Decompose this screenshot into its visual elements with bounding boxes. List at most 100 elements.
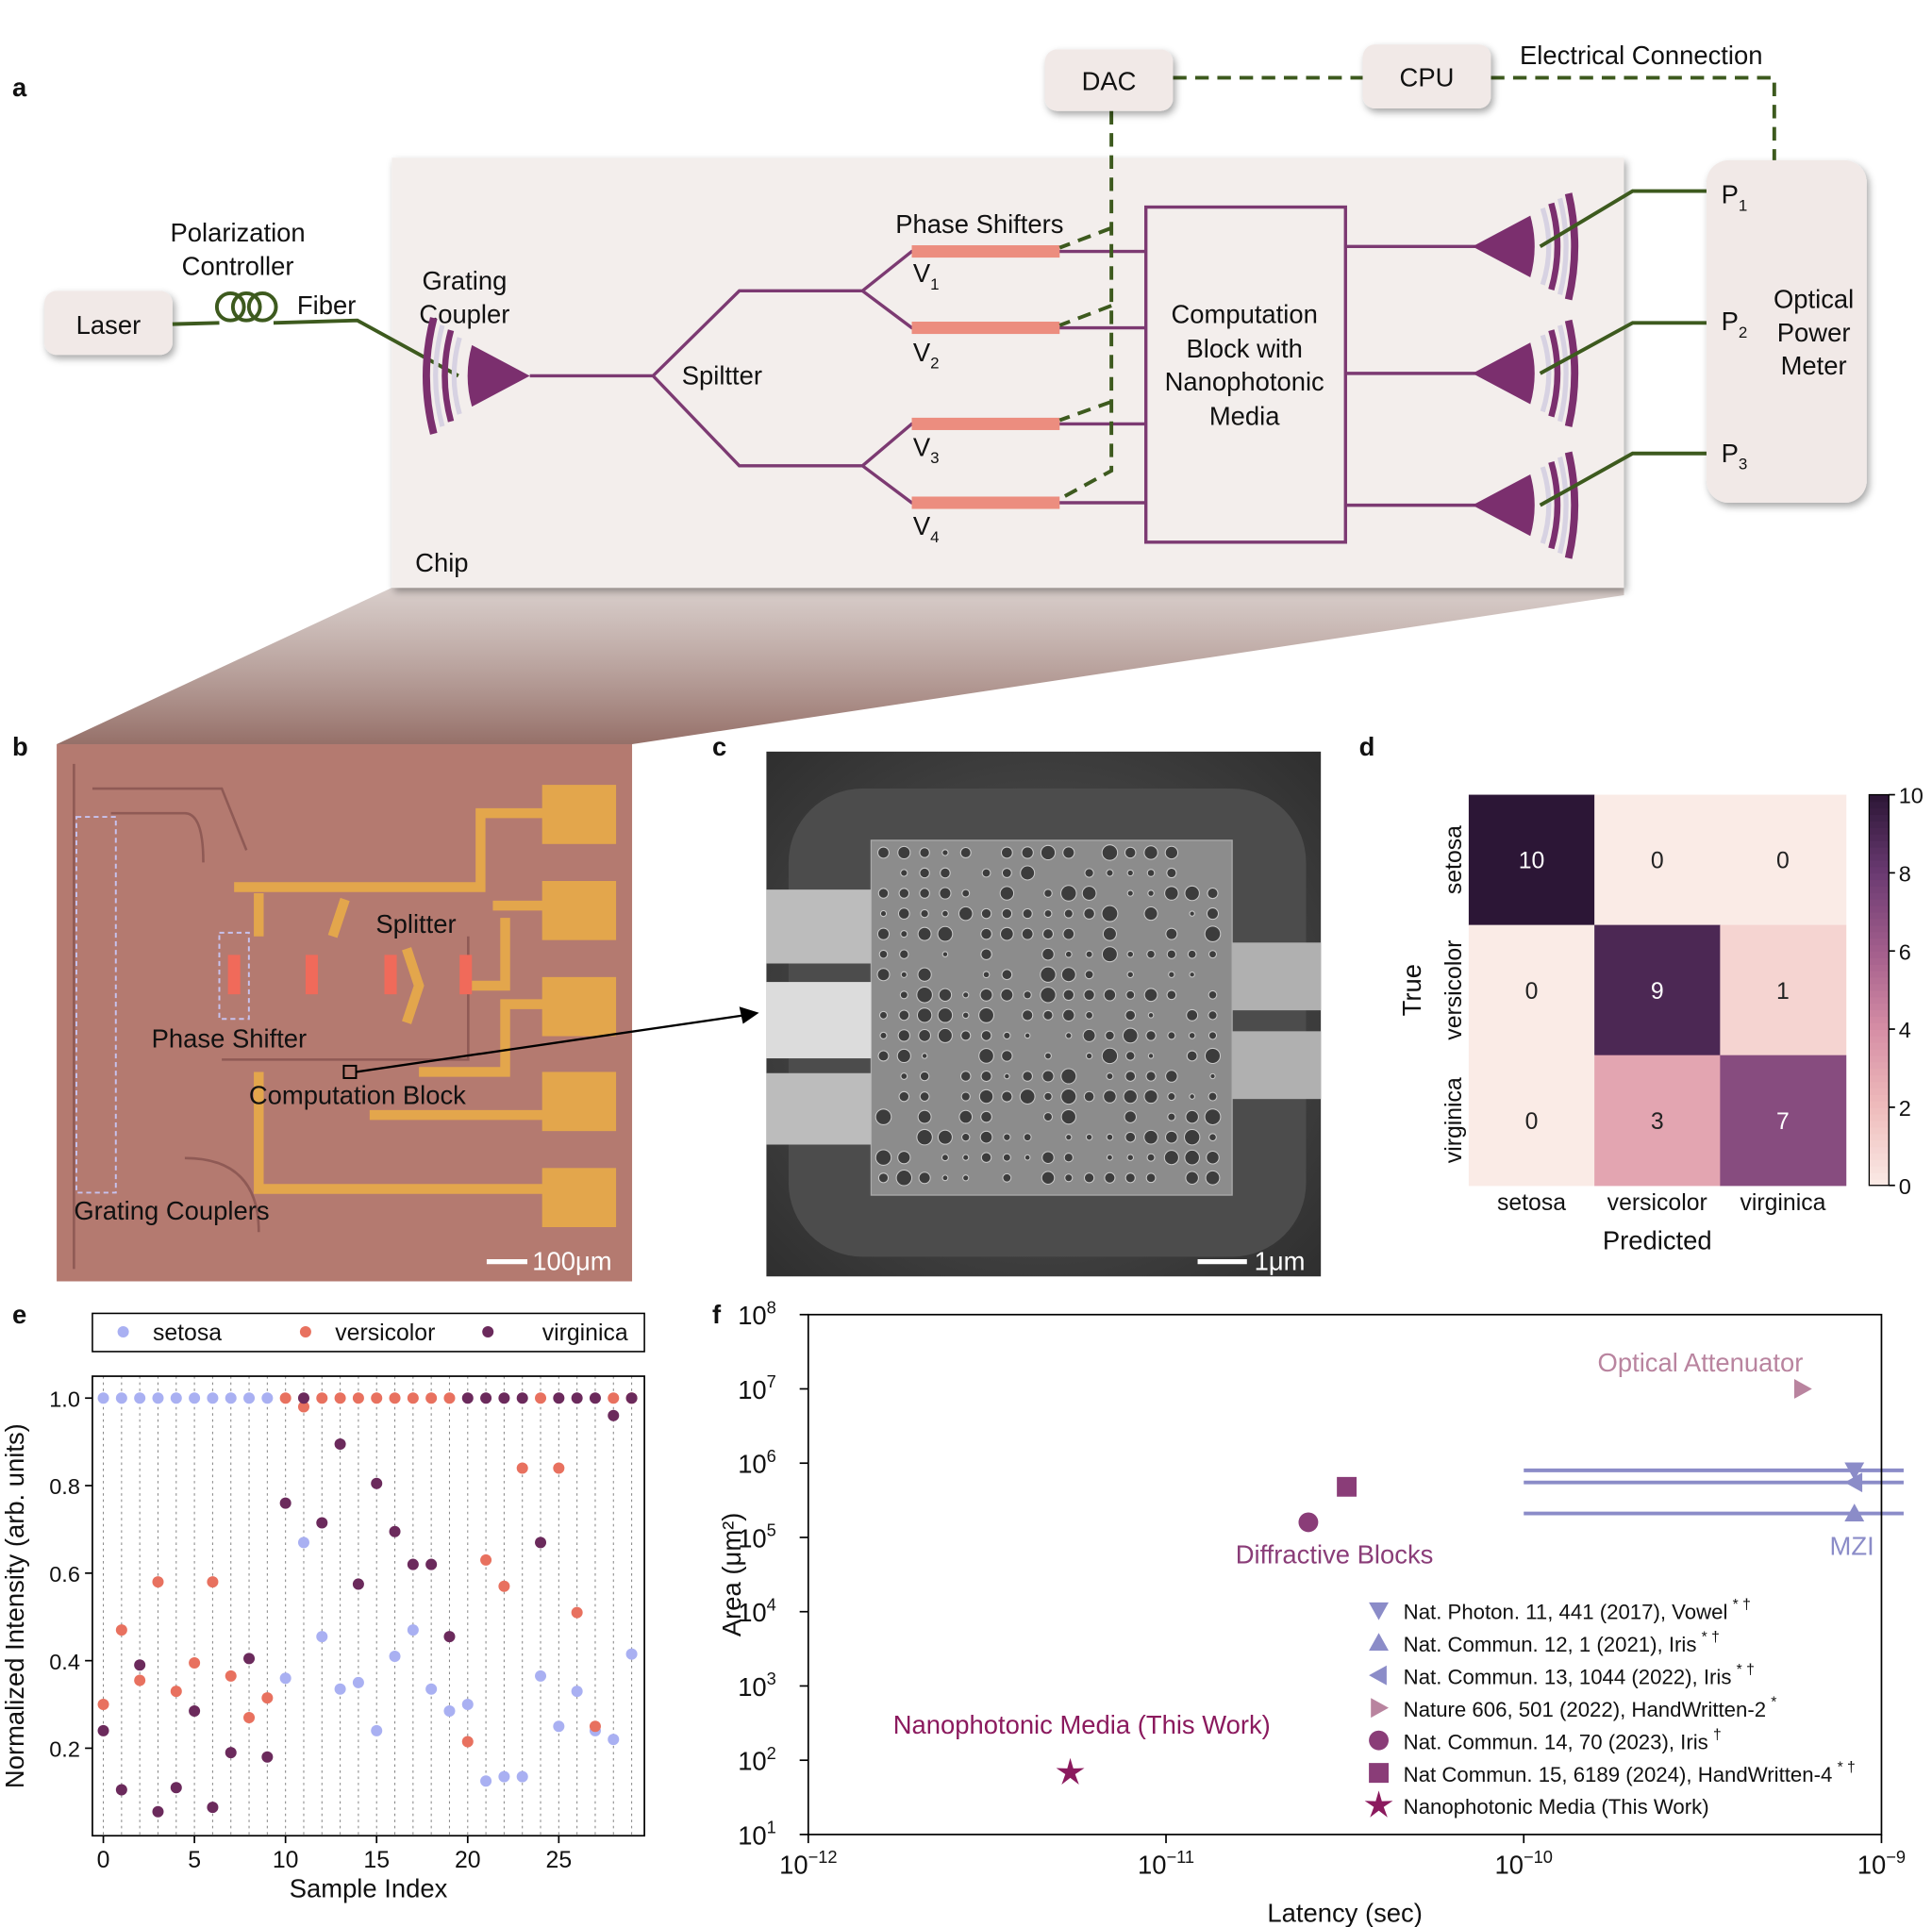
point <box>498 1392 510 1404</box>
hole <box>1143 906 1158 922</box>
hole <box>900 930 908 939</box>
point <box>516 1462 528 1474</box>
colorbar-step <box>1869 911 1890 920</box>
hole <box>1122 1027 1139 1044</box>
scale-bar-label: 1μm <box>1255 1247 1306 1276</box>
hole <box>876 968 891 982</box>
colorbar-step <box>1869 1178 1890 1187</box>
point <box>207 1802 219 1814</box>
legend-name: Nat. Commun. 13, 1044 (2022), Iris <box>1404 1665 1732 1688</box>
colorbar-step <box>1869 1126 1890 1135</box>
micro-label: Grating Couplers <box>74 1196 269 1225</box>
colorbar-step <box>1869 970 1890 978</box>
hole <box>1206 1150 1220 1165</box>
phase-shifters <box>911 245 1060 509</box>
x-tick-label: 10−10 <box>1495 1847 1553 1880</box>
colorbar-step <box>1869 853 1890 861</box>
x-tick-label: 15 <box>363 1848 390 1873</box>
point <box>1844 1472 1863 1493</box>
hole <box>1044 1052 1052 1060</box>
hole <box>1001 868 1012 878</box>
hole <box>1147 1012 1155 1019</box>
hole <box>1103 988 1117 1002</box>
hole <box>1000 988 1014 1002</box>
hole <box>1060 1068 1077 1085</box>
colorbar-step <box>1869 1159 1890 1167</box>
colorbar-step <box>1869 1068 1890 1076</box>
point <box>443 1631 456 1643</box>
block-label: Nanophotonic <box>1165 367 1324 396</box>
plot-frame <box>92 1375 645 1837</box>
hole <box>1145 1071 1157 1082</box>
hole <box>1024 1154 1031 1161</box>
colorbar-step <box>1869 996 1890 1005</box>
hole <box>1101 905 1119 922</box>
colorbar-step <box>1869 1088 1890 1095</box>
legend-marker <box>1369 1763 1389 1784</box>
tick-exp: −12 <box>808 1847 838 1867</box>
hole <box>960 1091 971 1102</box>
y-tick-label: 103 <box>738 1669 776 1702</box>
hole <box>918 1171 931 1185</box>
point <box>553 1462 565 1474</box>
hole <box>1143 1088 1158 1105</box>
hole <box>940 867 951 879</box>
point <box>279 1497 291 1509</box>
panel-label: e <box>12 1300 26 1329</box>
hole <box>876 927 891 940</box>
legend-marker <box>1369 1730 1389 1751</box>
point <box>407 1558 419 1570</box>
hole <box>1023 1133 1032 1142</box>
legend-sup: * † <box>1702 1629 1720 1645</box>
colorbar-step <box>1869 1133 1890 1141</box>
legend-label: Nature 606, 501 (2022), HandWritten-2 * <box>1404 1694 1777 1720</box>
x-axis-label: Latency (sec) <box>1267 1899 1423 1927</box>
x-tick-label: 5 <box>188 1848 201 1873</box>
tick-base: 10 <box>1138 1851 1166 1880</box>
hole <box>979 988 993 1002</box>
hole <box>1062 846 1075 859</box>
point <box>498 1770 510 1783</box>
point <box>480 1775 492 1787</box>
legend-name: Nature 606, 501 (2022), HandWritten-2 <box>1404 1698 1766 1721</box>
point <box>425 1558 438 1570</box>
colorbar-step <box>1869 1139 1890 1148</box>
hole <box>980 1030 992 1041</box>
hole <box>962 991 970 999</box>
annotation: Nanophotonic Media (This Work) <box>893 1710 1271 1739</box>
plot-frame <box>807 1313 1883 1836</box>
point <box>535 1670 547 1682</box>
hole <box>1085 1133 1093 1141</box>
hole <box>1124 1131 1137 1143</box>
coupler-arc <box>1557 457 1569 555</box>
colorbar-step <box>1869 879 1890 887</box>
colorbar-step <box>1869 1022 1890 1030</box>
colorbar-label: 2 <box>1899 1096 1911 1121</box>
coupler-label: Grating <box>422 266 507 295</box>
electrical-label: Electrical Connection <box>1520 41 1762 70</box>
hole <box>1001 1090 1013 1103</box>
hole <box>1085 1052 1093 1060</box>
hole <box>1021 846 1034 859</box>
point <box>334 1392 346 1404</box>
hole <box>980 1110 992 1123</box>
point <box>407 1624 419 1636</box>
hole <box>941 849 949 856</box>
colorbar-step <box>1869 886 1890 893</box>
hole <box>980 907 992 920</box>
point <box>535 1392 547 1404</box>
legend-label: Nat. Commun. 14, 70 (2023), Iris † <box>1404 1727 1722 1753</box>
point <box>571 1392 583 1404</box>
y-tick-label: 0.6 <box>49 1562 80 1586</box>
y-tick-label: 0.2 <box>49 1737 80 1762</box>
point <box>207 1392 219 1404</box>
legend-name: Nat. Commun. 14, 70 (2023), Iris <box>1404 1730 1708 1753</box>
hole <box>1083 988 1095 1002</box>
hole <box>1168 971 1175 978</box>
hole <box>962 1174 970 1182</box>
hole <box>1065 1032 1073 1039</box>
tick-base: 10 <box>738 1450 766 1479</box>
point <box>170 1392 182 1404</box>
colorbar-step <box>1869 1048 1890 1056</box>
y-tick-label: 0.8 <box>49 1474 80 1499</box>
